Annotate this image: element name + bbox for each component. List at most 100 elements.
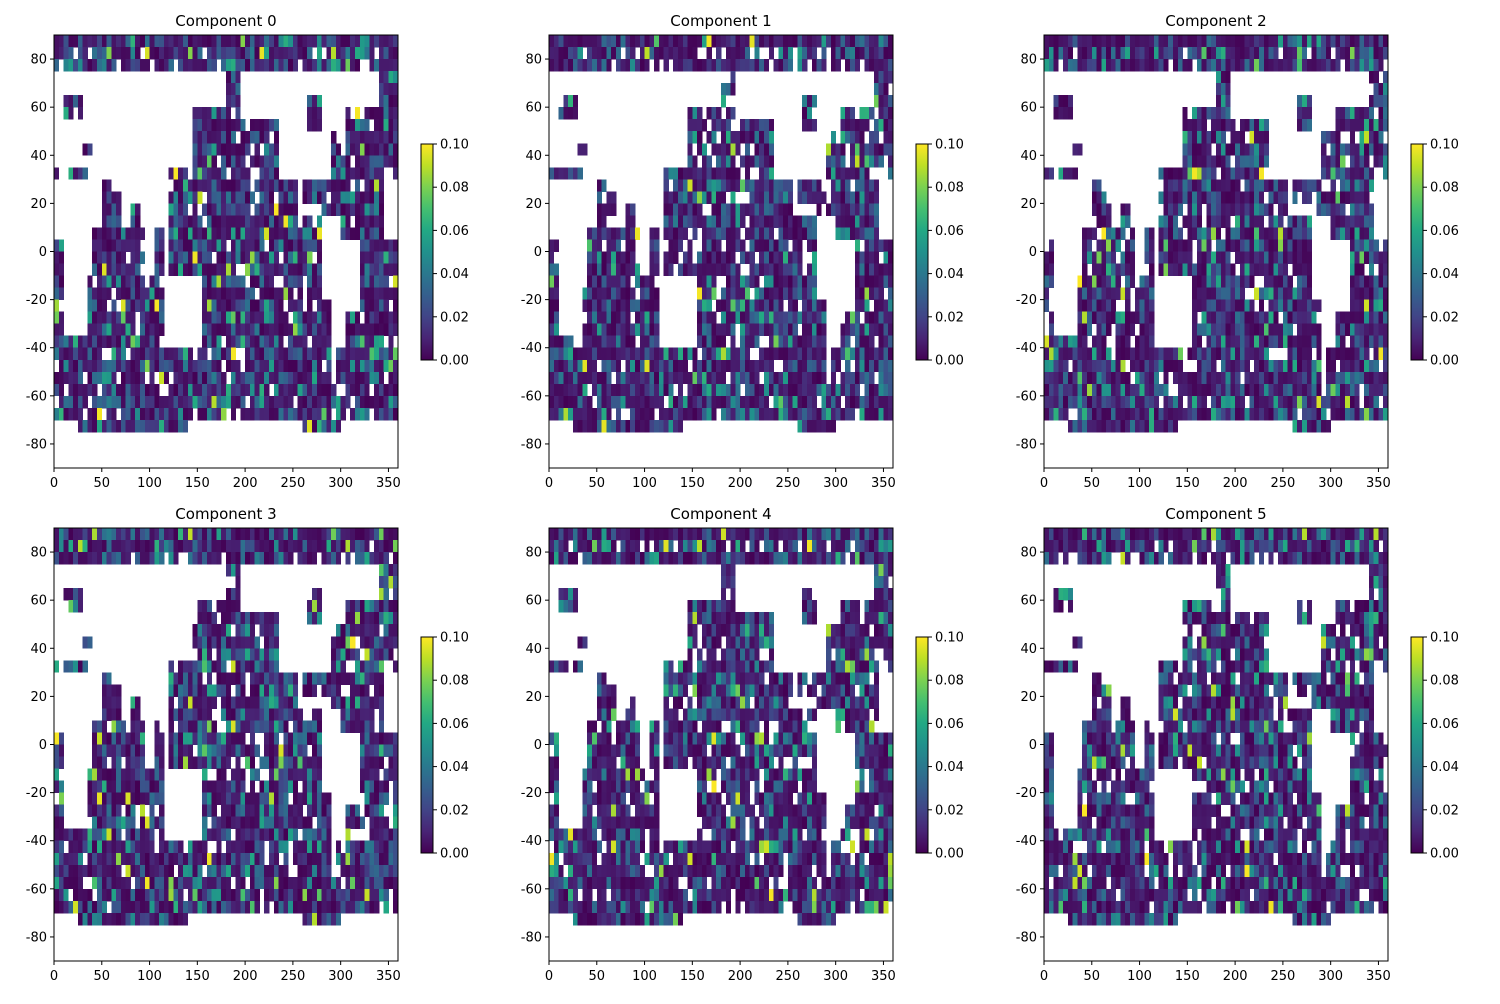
component-1-cell xyxy=(864,288,869,300)
component-1-cell xyxy=(807,95,812,107)
component-1-cell xyxy=(654,227,659,239)
component-3-cell xyxy=(341,528,346,540)
component-0-cell xyxy=(154,384,159,396)
component-0-cell xyxy=(379,167,384,179)
component-0-cell xyxy=(173,348,178,360)
component-3-cell xyxy=(369,636,374,648)
component-0-cell xyxy=(126,59,131,71)
component-2-cell xyxy=(1345,179,1350,191)
component-2-cell xyxy=(1116,372,1121,384)
component-1-cell xyxy=(812,336,817,348)
component-1-cell xyxy=(821,420,826,432)
component-2-cell xyxy=(1082,384,1087,396)
component-2-cell xyxy=(1326,348,1331,360)
component-3-cell xyxy=(250,636,255,648)
component-2-cell xyxy=(1202,47,1207,59)
component-2-cell xyxy=(1073,348,1078,360)
component-1-cell xyxy=(726,239,731,251)
component-1-cell xyxy=(840,227,845,239)
component-2-cell xyxy=(1292,252,1297,264)
component-0-cell xyxy=(274,143,279,155)
component-2-cell xyxy=(1335,107,1340,119)
component-1-cell xyxy=(774,276,779,288)
component-2-cell xyxy=(1120,336,1125,348)
component-1-cell xyxy=(874,276,879,288)
component-2-cell xyxy=(1226,95,1231,107)
component-1-cell xyxy=(597,239,602,251)
component-1-cell xyxy=(759,167,764,179)
component-1-cell xyxy=(592,372,597,384)
component-2-cell xyxy=(1288,288,1293,300)
component-2-cell xyxy=(1054,408,1059,420)
component-1-cell xyxy=(721,167,726,179)
component-2-cell xyxy=(1044,167,1049,179)
component-3-cell xyxy=(173,552,178,564)
component-3-cell xyxy=(78,540,83,552)
component-1-cell xyxy=(750,35,755,47)
component-0-cell xyxy=(207,227,212,239)
component-2-cell xyxy=(1264,143,1269,155)
component-2-cell xyxy=(1335,167,1340,179)
component-1-cell xyxy=(802,35,807,47)
component-2-cell xyxy=(1364,384,1369,396)
component-1-cell xyxy=(788,324,793,336)
component-0-cell xyxy=(236,155,241,167)
component-1-cell xyxy=(702,252,707,264)
component-0-cell xyxy=(197,35,202,47)
component-0-cell xyxy=(326,420,331,432)
component-1-cell xyxy=(716,143,721,155)
component-1-cell xyxy=(683,264,688,276)
component-0-cell xyxy=(173,227,178,239)
component-2-cell xyxy=(1120,420,1125,432)
component-0-cell xyxy=(102,384,107,396)
component-2-cell xyxy=(1144,348,1149,360)
component-2-cell xyxy=(1125,35,1130,47)
component-1-cell xyxy=(582,384,587,396)
component-0-cell xyxy=(59,324,64,336)
component-0-cell xyxy=(116,215,121,227)
component-2-cell xyxy=(1230,47,1235,59)
component-2-cell xyxy=(1269,252,1274,264)
component-2-cell xyxy=(1245,203,1250,215)
component-0-cell xyxy=(264,384,269,396)
component-1-cell xyxy=(678,264,683,276)
component-0-cell xyxy=(202,155,207,167)
component-3-cell xyxy=(154,552,159,564)
component-2-cell xyxy=(1163,372,1168,384)
component-2-cell xyxy=(1206,239,1211,251)
component-2-cell xyxy=(1206,288,1211,300)
component-0-cell xyxy=(207,300,212,312)
component-2-cell xyxy=(1192,131,1197,143)
component-2-cell xyxy=(1254,47,1259,59)
component-2-cell xyxy=(1307,324,1312,336)
component-0-y-tick-label: 60 xyxy=(30,101,47,116)
component-2-cell xyxy=(1245,215,1250,227)
component-1-cell xyxy=(640,59,645,71)
component-2-cell xyxy=(1355,227,1360,239)
component-0-cell xyxy=(68,336,73,348)
component-3-cell xyxy=(341,636,346,648)
component-1-cell xyxy=(831,191,836,203)
component-0-cell xyxy=(240,252,245,264)
component-2-cell xyxy=(1269,203,1274,215)
component-2-cell xyxy=(1226,239,1231,251)
component-0-cell xyxy=(298,264,303,276)
component-0-cell xyxy=(322,179,327,191)
component-3-cell xyxy=(259,552,264,564)
component-1-cell xyxy=(707,167,712,179)
component-2-cell xyxy=(1197,107,1202,119)
component-2-cell xyxy=(1092,348,1097,360)
component-0-cell xyxy=(159,324,164,336)
component-1-cell xyxy=(645,336,650,348)
component-2-cell xyxy=(1335,396,1340,408)
component-3-cell xyxy=(269,540,274,552)
component-0-cell xyxy=(140,396,145,408)
component-0-cell xyxy=(250,252,255,264)
component-0-cell xyxy=(374,143,379,155)
component-2-cell xyxy=(1240,384,1245,396)
component-2-cell xyxy=(1245,59,1250,71)
component-0-cell xyxy=(307,288,312,300)
component-2-cell xyxy=(1350,191,1355,203)
component-1-cell xyxy=(692,131,697,143)
component-1-cell xyxy=(807,396,812,408)
